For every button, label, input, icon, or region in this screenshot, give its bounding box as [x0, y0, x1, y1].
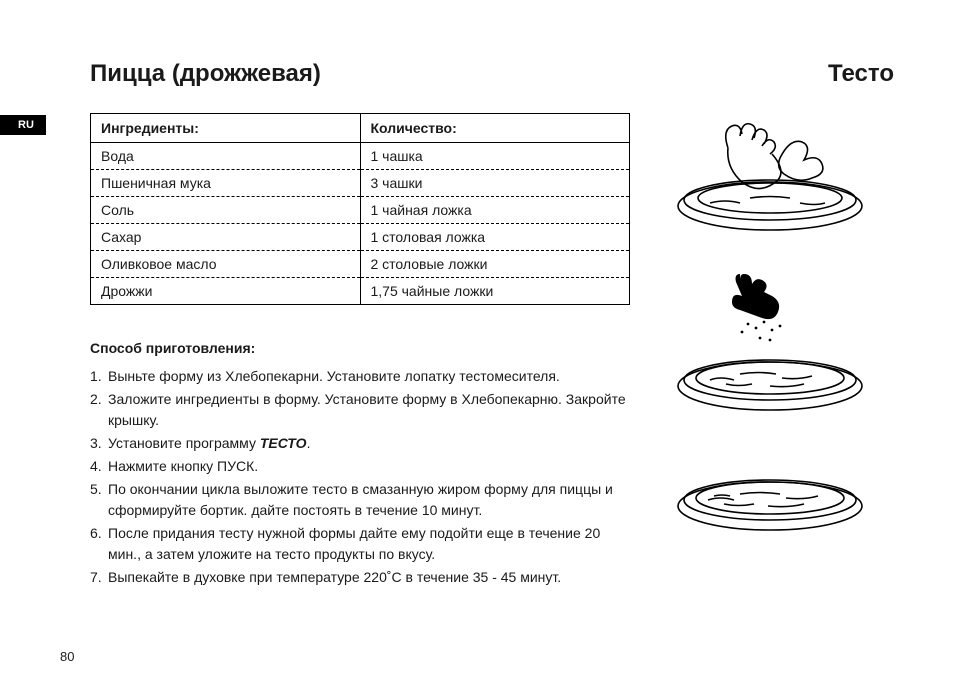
step-text: По окончании цикла выложите тесто в смаз…: [108, 479, 630, 521]
page-number: 80: [60, 649, 74, 664]
ingredient-name: Вода: [91, 143, 361, 170]
ingredient-qty: 1 чайная ложка: [360, 197, 630, 224]
step-text: Выньте форму из Хлебопекарни. Установите…: [108, 366, 630, 387]
step-item: 3.Установите программу ТЕСТО.: [90, 433, 630, 454]
pizza-in-pan-icon: [670, 448, 870, 538]
ingredient-qty: 1 чашка: [360, 143, 630, 170]
header-row: Пицца (дрожжевая) Тесто: [60, 60, 894, 88]
step-text: Нажмите кнопку ПУСК.: [108, 456, 630, 477]
step-number: 4.: [90, 456, 108, 477]
step-item: 1.Выньте форму из Хлебопекарни. Установи…: [90, 366, 630, 387]
ingredient-name: Дрожжи: [91, 278, 361, 305]
step-number: 5.: [90, 479, 108, 521]
program-word: ТЕСТО: [260, 435, 307, 451]
col-header-ingredient: Ингредиенты:: [91, 114, 361, 143]
hand-sprinkle-icon: [670, 268, 870, 418]
ingredient-name: Пшеничная мука: [91, 170, 361, 197]
table-row: Пшеничная мука3 чашки: [91, 170, 630, 197]
ingredient-qty: 1 столовая ложка: [360, 224, 630, 251]
step-text: После придания тесту нужной формы дайте …: [108, 523, 630, 565]
step-item: 6.После придания тесту нужной формы дайт…: [90, 523, 630, 565]
step-item: 2.Заложите ингредиенты в форму. Установи…: [90, 389, 630, 431]
step-number: 7.: [90, 567, 108, 588]
step-item: 7.Выпекайте в духовке при температуре 22…: [90, 567, 630, 588]
ingredient-qty: 2 столовые ложки: [360, 251, 630, 278]
step-text: Установите программу ТЕСТО.: [108, 433, 630, 454]
text-column: Ингредиенты: Количество: Вода1 чашкаПшен…: [90, 113, 630, 590]
col-header-quantity: Количество:: [360, 114, 630, 143]
ingredients-table: Ингредиенты: Количество: Вода1 чашкаПшен…: [90, 113, 630, 305]
step-item: 5.По окончании цикла выложите тесто в см…: [90, 479, 630, 521]
hand-press-dough-icon: [670, 118, 870, 238]
body-row: Ингредиенты: Количество: Вода1 чашкаПшен…: [60, 113, 894, 590]
recipe-title: Пицца (дрожжевая): [90, 60, 321, 88]
step-number: 1.: [90, 366, 108, 387]
step-item: 4.Нажмите кнопку ПУСК.: [90, 456, 630, 477]
ingredient-name: Оливковое масло: [91, 251, 361, 278]
table-row: Оливковое масло2 столовые ложки: [91, 251, 630, 278]
ingredient-name: Соль: [91, 197, 361, 224]
illustration-column: [660, 113, 880, 590]
ingredient-qty: 1,75 чайные ложки: [360, 278, 630, 305]
recipe-page: RU Пицца (дрожжевая) Тесто Ингредиенты: …: [0, 0, 954, 694]
instructions-heading: Способ приготовления:: [90, 340, 630, 356]
language-tab: RU: [0, 115, 46, 135]
table-row: Вода1 чашка: [91, 143, 630, 170]
step-number: 2.: [90, 389, 108, 431]
step-number: 6.: [90, 523, 108, 565]
table-row: Соль1 чайная ложка: [91, 197, 630, 224]
steps-list: 1.Выньте форму из Хлебопекарни. Установи…: [90, 366, 630, 588]
step-number: 3.: [90, 433, 108, 454]
table-row: Сахар1 столовая ложка: [91, 224, 630, 251]
category-title: Тесто: [828, 60, 894, 88]
ingredient-qty: 3 чашки: [360, 170, 630, 197]
ingredient-name: Сахар: [91, 224, 361, 251]
step-text: Заложите ингредиенты в форму. Установите…: [108, 389, 630, 431]
step-text: Выпекайте в духовке при температуре 220˚…: [108, 567, 630, 588]
table-row: Дрожжи1,75 чайные ложки: [91, 278, 630, 305]
